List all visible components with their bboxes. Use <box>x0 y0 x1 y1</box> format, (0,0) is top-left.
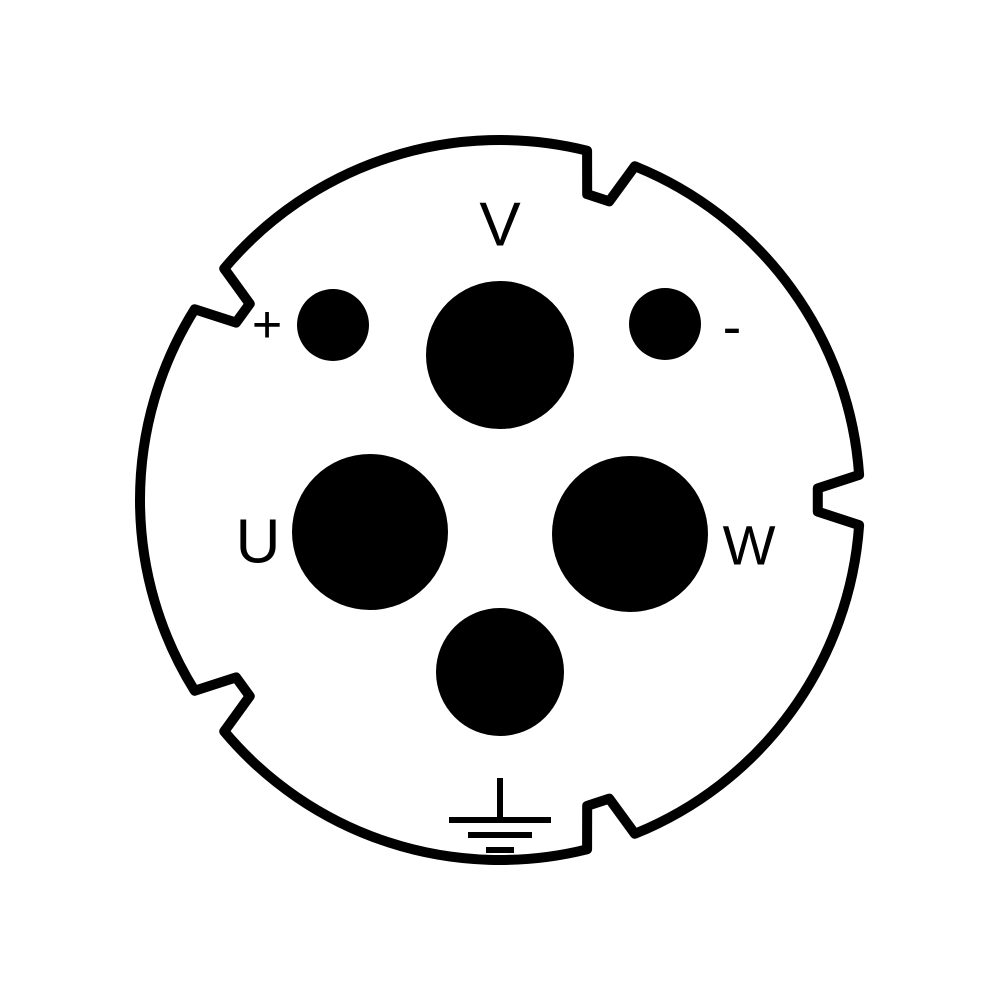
pin-v <box>426 281 574 429</box>
label-plus: + <box>252 295 282 355</box>
label-minus: - <box>723 294 742 359</box>
pin-plus <box>297 289 369 361</box>
label-u: U <box>236 507 281 578</box>
label-v: V <box>479 190 520 261</box>
pin-w <box>552 456 708 612</box>
pin-ground <box>436 608 564 736</box>
label-w: W <box>723 513 776 578</box>
ground-icon <box>449 778 551 871</box>
pin-minus <box>629 288 701 360</box>
connector-diagram: V + - U W <box>0 0 1000 1000</box>
pin-u <box>292 454 448 610</box>
